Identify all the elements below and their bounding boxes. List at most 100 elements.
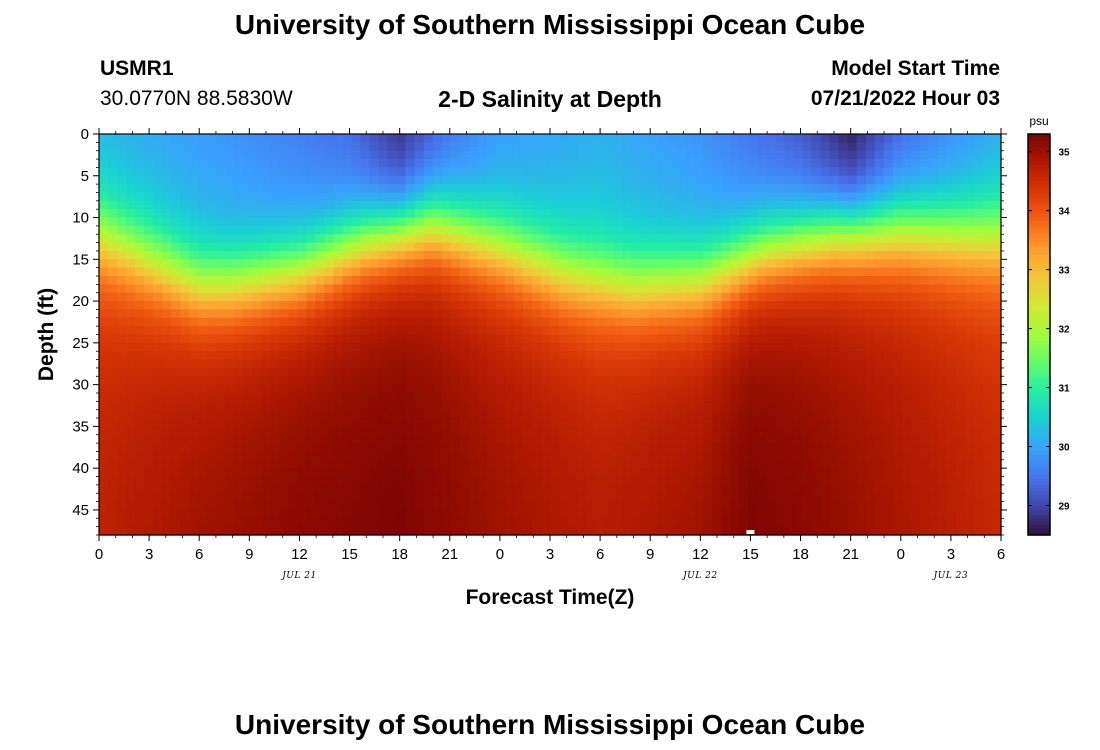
heatmap-cell xyxy=(712,526,722,536)
heatmap-cell xyxy=(306,426,317,436)
heatmap-cell xyxy=(540,326,551,336)
heatmap-cell xyxy=(640,276,650,285)
heatmap-cell xyxy=(396,142,407,152)
heatmap-cell xyxy=(306,242,317,252)
heatmap-cell xyxy=(351,501,362,511)
heatmap-cell xyxy=(234,317,244,327)
heatmap-cell xyxy=(495,134,506,143)
heatmap-cell xyxy=(378,225,389,235)
heatmap-cell xyxy=(883,267,894,277)
heatmap-cell xyxy=(369,359,380,369)
heatmap-cell xyxy=(694,409,704,419)
heatmap-cell xyxy=(423,493,434,503)
heatmap-cell xyxy=(189,409,199,419)
heatmap-cell xyxy=(676,242,686,252)
heatmap-cell xyxy=(126,501,136,511)
heatmap-cell xyxy=(351,209,362,219)
heatmap-cell xyxy=(387,142,398,152)
heatmap-cell xyxy=(144,284,154,294)
heatmap-cell xyxy=(513,326,524,336)
heatmap-cell xyxy=(658,150,668,160)
heatmap-cell xyxy=(631,367,641,377)
heatmap-cell xyxy=(910,292,921,302)
heatmap-cell xyxy=(171,518,181,528)
x-tick-label: 9 xyxy=(245,546,253,563)
heatmap-cell xyxy=(730,334,741,344)
heatmap-cell xyxy=(730,326,741,336)
heatmap-cell xyxy=(649,159,659,169)
heatmap-cell xyxy=(829,167,840,177)
heatmap-cell xyxy=(225,317,235,327)
heatmap-cell xyxy=(369,426,380,436)
heatmap-cell xyxy=(640,225,650,235)
heatmap-cell xyxy=(468,476,479,486)
heatmap-cell xyxy=(595,167,605,177)
heatmap-cell xyxy=(865,426,876,436)
heatmap-cell xyxy=(315,184,326,194)
heatmap-cell xyxy=(910,418,921,427)
heatmap-cell xyxy=(874,501,885,511)
heatmap-cell xyxy=(784,459,795,469)
heatmap-cell xyxy=(694,418,704,427)
heatmap-cell xyxy=(288,376,299,386)
heatmap-cell xyxy=(522,493,533,503)
heatmap-cell xyxy=(378,317,389,327)
heatmap-cell xyxy=(369,134,380,143)
heatmap-cell xyxy=(315,142,326,152)
heatmap-cell xyxy=(216,234,226,244)
heatmap-cell xyxy=(540,476,551,486)
heatmap-cell xyxy=(901,250,912,260)
heatmap-cell xyxy=(901,501,912,511)
heatmap-cell xyxy=(640,209,650,219)
heatmap-cell xyxy=(838,209,849,219)
heatmap-cell xyxy=(243,142,253,152)
heatmap-cell xyxy=(766,468,777,478)
heatmap-cell xyxy=(126,184,136,194)
heatmap-cell xyxy=(486,250,497,260)
heatmap-cell xyxy=(820,242,831,252)
heatmap-cell xyxy=(144,526,154,536)
heatmap-cell xyxy=(513,501,524,511)
heatmap-cell xyxy=(360,184,371,194)
heatmap-cell xyxy=(928,259,939,269)
heatmap-cell xyxy=(126,392,136,402)
heatmap-cell xyxy=(712,242,722,252)
heatmap-cell xyxy=(369,334,380,344)
heatmap-cell xyxy=(730,309,741,319)
heatmap-cell xyxy=(658,443,668,453)
heatmap-cell xyxy=(613,242,623,252)
heatmap-cell xyxy=(775,493,786,503)
heatmap-cell xyxy=(513,459,524,469)
heatmap-cell xyxy=(378,309,389,319)
heatmap-cell xyxy=(234,493,244,503)
heatmap-cell xyxy=(568,334,578,344)
heatmap-cell xyxy=(694,376,704,386)
heatmap-cell xyxy=(937,167,948,177)
heatmap-cell xyxy=(144,292,154,302)
heatmap-cell xyxy=(973,134,984,143)
heatmap-cell xyxy=(838,443,849,453)
heatmap-cell xyxy=(207,426,217,436)
heatmap-cell xyxy=(450,484,461,494)
heatmap-cell xyxy=(531,225,542,235)
heatmap-cell xyxy=(117,317,127,327)
heatmap-cell xyxy=(495,259,506,269)
heatmap-cell xyxy=(531,142,542,152)
y-tick-label: 35 xyxy=(72,418,89,435)
heatmap-cell xyxy=(189,225,199,235)
heatmap-cell xyxy=(811,459,822,469)
heatmap-cell xyxy=(910,326,921,336)
heatmap-cell xyxy=(540,209,551,219)
heatmap-cell xyxy=(955,342,966,352)
heatmap-cell xyxy=(829,142,840,152)
heatmap-cell xyxy=(522,309,533,319)
heatmap-cell xyxy=(793,284,804,294)
heatmap-cell xyxy=(459,401,470,411)
heatmap-cell xyxy=(676,409,686,419)
heatmap-cell xyxy=(910,434,921,444)
heatmap-cell xyxy=(540,134,551,143)
heatmap-cell xyxy=(540,192,551,202)
heatmap-cell xyxy=(946,309,957,319)
heatmap-cell xyxy=(712,459,722,469)
heatmap-cell xyxy=(550,159,560,169)
